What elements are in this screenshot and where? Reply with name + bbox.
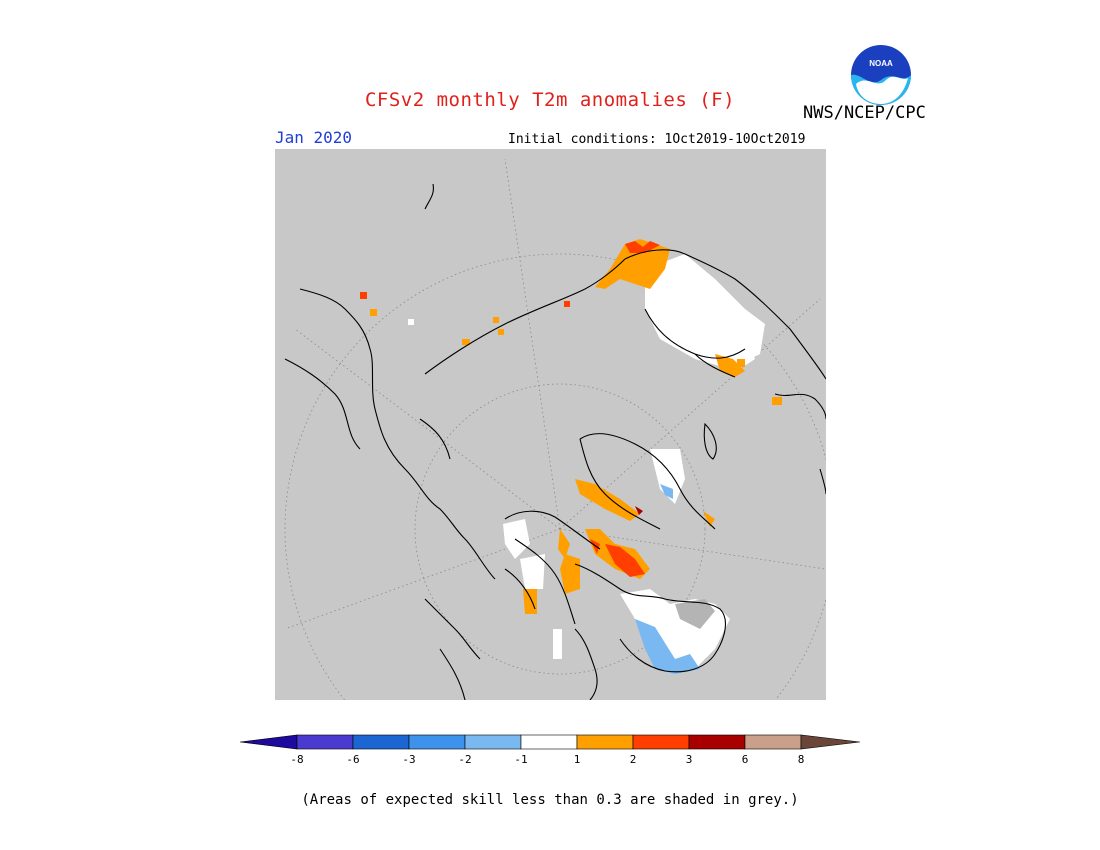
legend-swatch [352, 734, 410, 750]
legend-tick-label: 2 [630, 753, 637, 766]
legend-tick-label: 8 [798, 753, 805, 766]
polar-map [275, 149, 826, 700]
coastlines [284, 183, 826, 700]
legend-tick-label: 3 [686, 753, 693, 766]
color-legend: -8 -6 -3 -2 -1 1 2 3 6 8 [240, 734, 860, 766]
graticule [284, 158, 826, 700]
anomaly-lightblue [635, 484, 700, 674]
legend-bar [240, 734, 860, 750]
agency-label: NWS/NCEP/CPC [803, 103, 926, 123]
legend-swatch [632, 734, 690, 750]
legend-tick-label: -8 [290, 753, 303, 766]
map-background [275, 149, 826, 700]
noaa-logo: NOAA [851, 45, 911, 105]
anomaly-darkred [635, 506, 643, 515]
skill-footnote: (Areas of expected skill less than 0.3 a… [301, 792, 799, 808]
legend-swatch [464, 734, 522, 750]
forecast-month: Jan 2020 [275, 128, 353, 147]
legend-ticks: -8 -6 -3 -2 -1 1 2 3 6 8 [290, 753, 804, 766]
legend-swatch [688, 734, 746, 750]
legend-tick-label: -2 [458, 753, 471, 766]
legend-tick-label: -3 [402, 753, 415, 766]
legend-swatch [296, 734, 354, 750]
legend-arrow-low [240, 734, 298, 750]
legend-arrow-high [800, 734, 860, 750]
legend-tick-label: -6 [346, 753, 359, 766]
chart-title: CFSv2 monthly T2m anomalies (F) [364, 89, 736, 111]
legend-swatch [576, 734, 634, 750]
legend-tick-label: -1 [514, 753, 527, 766]
legend-swatch [520, 734, 578, 750]
legend-swatch [744, 734, 802, 750]
noaa-logo-text: NOAA [869, 59, 893, 68]
legend-swatch [408, 734, 466, 750]
legend-tick-label: 6 [742, 753, 749, 766]
anomaly-grey [675, 599, 715, 629]
initial-conditions: Initial conditions: 1Oct2019-10Oct2019 [508, 132, 806, 147]
anomaly-red [360, 241, 660, 577]
legend-tick-label: 1 [574, 753, 581, 766]
